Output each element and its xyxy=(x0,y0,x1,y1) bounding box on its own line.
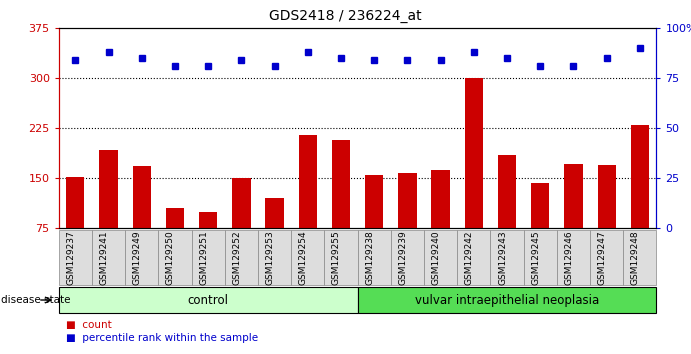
Bar xyxy=(166,208,184,278)
Text: GSM129251: GSM129251 xyxy=(199,230,208,285)
Text: GSM129239: GSM129239 xyxy=(399,230,408,285)
Text: ■  count: ■ count xyxy=(66,320,111,330)
Bar xyxy=(398,173,417,278)
Text: GSM129253: GSM129253 xyxy=(265,230,274,285)
Text: GSM129248: GSM129248 xyxy=(631,230,640,285)
Bar xyxy=(598,165,616,278)
Text: GSM129255: GSM129255 xyxy=(332,230,341,285)
Bar xyxy=(232,178,251,278)
Text: GSM129240: GSM129240 xyxy=(432,230,441,285)
Text: GSM129250: GSM129250 xyxy=(166,230,175,285)
Text: GDS2418 / 236224_at: GDS2418 / 236224_at xyxy=(269,9,422,23)
Bar xyxy=(464,78,483,278)
Bar xyxy=(531,183,549,278)
Bar xyxy=(631,125,649,278)
Text: vulvar intraepithelial neoplasia: vulvar intraepithelial neoplasia xyxy=(415,293,599,307)
Bar xyxy=(365,175,384,278)
Text: GSM129254: GSM129254 xyxy=(299,230,307,285)
Bar xyxy=(299,135,317,278)
Text: GSM129249: GSM129249 xyxy=(133,230,142,285)
Bar xyxy=(66,177,84,278)
Bar xyxy=(431,170,450,278)
Bar xyxy=(498,155,516,278)
Text: disease state: disease state xyxy=(1,295,71,305)
Bar xyxy=(199,212,217,278)
Text: GSM129247: GSM129247 xyxy=(598,230,607,285)
Text: GSM129237: GSM129237 xyxy=(66,230,75,285)
Bar xyxy=(265,198,284,278)
Text: GSM129242: GSM129242 xyxy=(465,230,474,285)
Bar xyxy=(565,164,583,278)
Text: GSM129245: GSM129245 xyxy=(531,230,540,285)
Bar xyxy=(133,166,151,278)
Text: ■  percentile rank within the sample: ■ percentile rank within the sample xyxy=(66,333,258,343)
Bar xyxy=(332,140,350,278)
Text: GSM129241: GSM129241 xyxy=(100,230,108,285)
Bar xyxy=(100,150,117,278)
Text: GSM129246: GSM129246 xyxy=(565,230,574,285)
Text: control: control xyxy=(188,293,229,307)
Text: GSM129238: GSM129238 xyxy=(366,230,375,285)
Text: GSM129243: GSM129243 xyxy=(498,230,507,285)
Text: GSM129252: GSM129252 xyxy=(232,230,241,285)
